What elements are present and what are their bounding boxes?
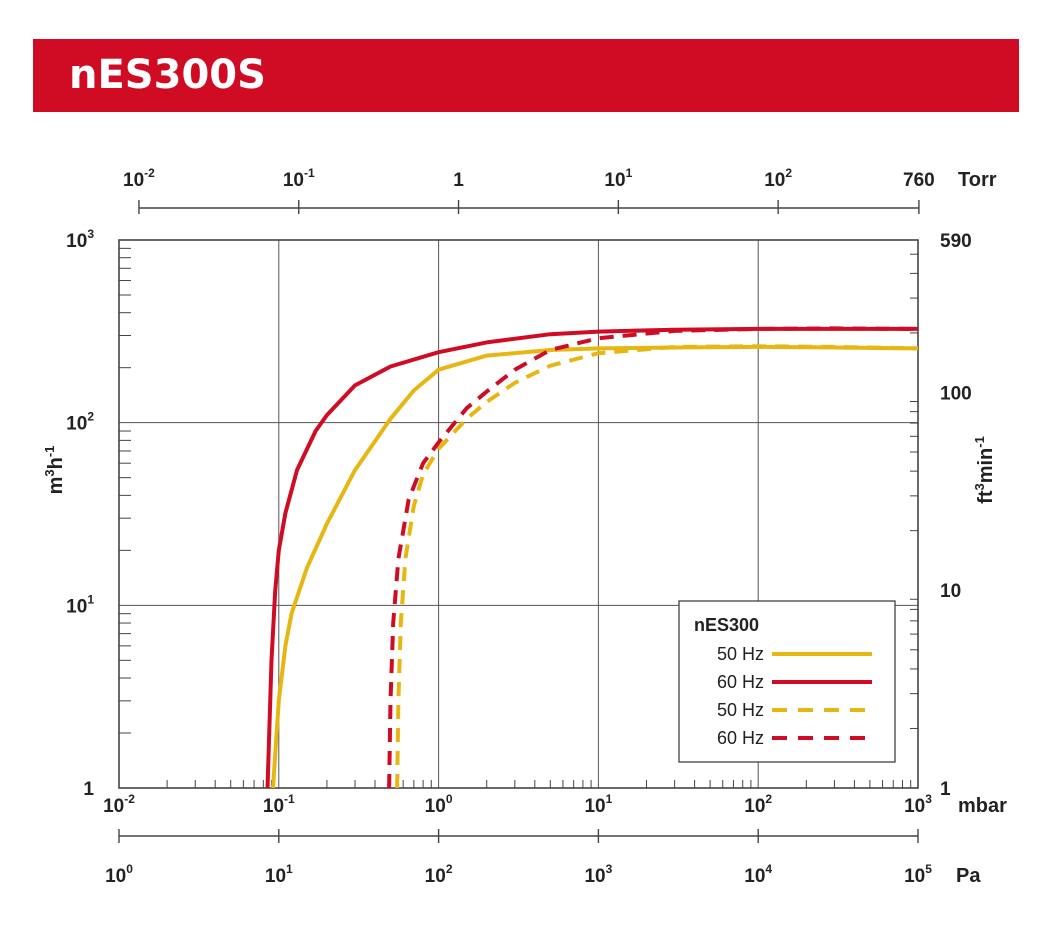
mbar-tick-label: 10-1	[263, 792, 295, 817]
legend-label: 60 Hz	[717, 728, 764, 748]
y-right-tick-label: 590	[940, 231, 972, 252]
torr-tick-label: 10-1	[283, 166, 315, 191]
y-left-tick-label: 101	[66, 592, 94, 617]
torr-unit-label: Torr	[958, 169, 997, 191]
y-left-tick-label: 102	[66, 410, 94, 435]
legend-label: 60 Hz	[717, 672, 764, 692]
pa-tick-label: 104	[744, 862, 772, 887]
pa-tick-label: 100	[105, 862, 133, 887]
pa-unit-label: Pa	[956, 865, 981, 887]
mbar-tick-label: 101	[584, 792, 612, 817]
torr-tick-label: 102	[764, 166, 792, 191]
series-3-dashed-curve	[387, 326, 919, 789]
plot-frame	[118, 239, 919, 789]
y-left-axis-title: m3h-1	[42, 446, 67, 495]
y-right-tick-label: 1	[940, 779, 951, 800]
series-2-dashed-curve	[395, 344, 919, 789]
pa-tick-label: 103	[584, 862, 612, 887]
torr-tick-label: 101	[604, 166, 632, 191]
pa-tick-label: 102	[425, 862, 453, 887]
mbar-tick-label: 103	[904, 792, 932, 817]
y-right-tick-label: 100	[940, 383, 972, 404]
page-title: nES300S	[69, 52, 266, 98]
pa-tick-label: 105	[904, 862, 932, 887]
torr-tick-label: 760	[903, 170, 935, 191]
title-banner: nES300S	[33, 39, 1019, 112]
series-1-solid-curve	[265, 326, 918, 789]
series-0-solid-curve	[271, 344, 919, 789]
y-right-axis-title-text: ft3min-1	[972, 436, 997, 504]
y-left-axis-title-text: m3h-1	[42, 446, 67, 495]
mbar-tick-label: 100	[425, 792, 453, 817]
legend-label: 50 Hz	[717, 644, 764, 664]
y-left-tick-label: 103	[66, 227, 94, 252]
y-right-axis-title: ft3min-1	[972, 436, 997, 504]
mbar-unit-label: mbar	[958, 795, 1007, 817]
y-right-tick-label: 10	[940, 581, 961, 602]
pa-tick-label: 101	[265, 862, 293, 887]
mbar-tick-label: 102	[744, 792, 772, 817]
torr-tick-label: 1	[453, 170, 464, 191]
legend-title: nES300	[694, 615, 759, 635]
y-left-tick-label: 1	[83, 779, 94, 800]
torr-tick-label: 10-2	[123, 166, 155, 191]
mbar-tick-label: 10-2	[103, 792, 135, 817]
legend-label: 50 Hz	[717, 700, 764, 720]
